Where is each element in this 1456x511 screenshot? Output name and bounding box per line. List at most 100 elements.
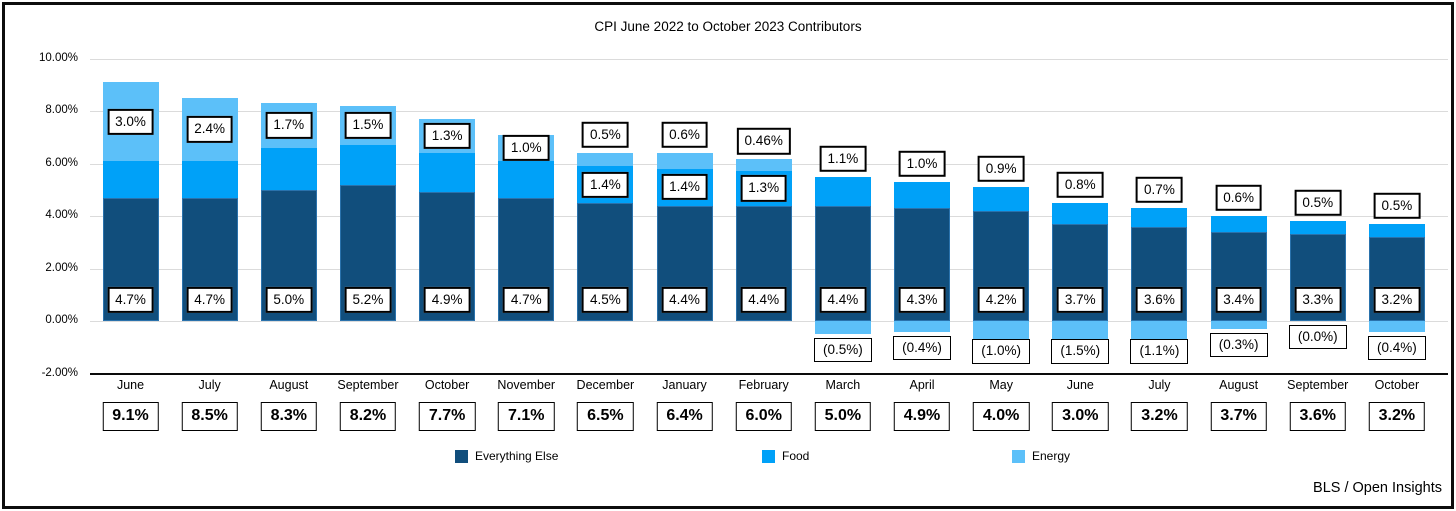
total-label: 3.6% — [1289, 402, 1346, 431]
legend-label-energy: Energy — [1032, 449, 1071, 463]
value-label-energy: 1.0% — [502, 134, 550, 161]
y-tick-label: 0.00% — [45, 314, 78, 326]
value-label-everything-else: 4.7% — [502, 286, 550, 313]
legend-item-energy: Energy — [1012, 449, 1070, 463]
bar-segment-energy — [735, 159, 792, 172]
value-label-energy-negative: (0.5%) — [813, 338, 872, 363]
y-tick-label: 4.00% — [45, 209, 78, 221]
value-label-food: 0.5% — [1294, 190, 1342, 217]
total-label: 3.2% — [1368, 402, 1426, 431]
value-label-energy-negative: (1.1%) — [1130, 339, 1189, 364]
legend-swatch-food — [762, 449, 775, 463]
bar-segment-food — [419, 153, 476, 193]
month-label: August — [269, 378, 309, 392]
bar-segment-food — [814, 176, 871, 206]
bar-segment-energy — [656, 153, 713, 169]
x-axis-line — [90, 372, 1448, 375]
y-tick-label: 8.00% — [45, 104, 78, 116]
value-label-food: 0.6% — [1215, 184, 1262, 211]
total-label: 5.0% — [814, 402, 872, 431]
value-label-energy: 1.5% — [344, 112, 392, 139]
bar-segment-food — [1368, 223, 1425, 237]
bar-segment-food — [1131, 208, 1188, 227]
value-label-food: 0.5% — [1373, 192, 1421, 219]
value-label-energy: 1.3% — [423, 122, 471, 150]
value-label-everything-else: 4.5% — [582, 286, 629, 313]
month-label: August — [1219, 378, 1259, 392]
bar-segment-energy-negative — [1368, 321, 1425, 332]
total-label: 3.0% — [1052, 402, 1109, 431]
month-label: April — [909, 378, 935, 392]
month-label: June — [116, 378, 145, 392]
value-label-everything-else: 4.3% — [898, 286, 946, 313]
bar-segment-food — [1210, 216, 1267, 232]
value-label-energy: 2.4% — [186, 116, 234, 143]
bar-segment-energy — [577, 153, 634, 167]
value-label-food: 1.0% — [898, 150, 946, 177]
total-label: 8.5% — [181, 402, 238, 431]
total-label: 7.1% — [498, 402, 555, 431]
legend-label-everything-else: Everything Else — [475, 449, 559, 463]
month-label: February — [738, 378, 789, 392]
gridline — [90, 58, 1448, 60]
value-label-everything-else: 4.4% — [661, 286, 708, 313]
value-label-energy: 0.46% — [736, 128, 791, 155]
bar-segment-food — [894, 181, 950, 209]
gridline — [90, 321, 1448, 322]
month-label: July — [1148, 378, 1171, 392]
legend-item-everything-else: Everything Else — [455, 449, 558, 463]
month-label: September — [337, 378, 399, 392]
value-label-food: 0.8% — [1056, 171, 1104, 198]
bar-segment-food — [339, 145, 396, 185]
legend-label-food: Food — [782, 449, 810, 463]
month-label: March — [825, 378, 861, 392]
month-label: October — [1374, 378, 1420, 392]
month-label: June — [1066, 378, 1094, 392]
value-label-energy: 0.5% — [582, 121, 629, 148]
total-label: 6.5% — [577, 402, 634, 431]
bar-segment-energy-negative — [814, 321, 871, 335]
y-tick-label: -2.00% — [41, 366, 78, 379]
value-label-everything-else: 3.4% — [1215, 286, 1262, 313]
value-label-everything-else: 4.7% — [186, 286, 234, 313]
total-label: 6.0% — [735, 402, 792, 431]
value-label-everything-else: 5.0% — [265, 286, 313, 313]
gridline — [90, 111, 1448, 112]
legend-item-food: Food — [762, 449, 809, 463]
value-label-energy-negative: (0.4%) — [893, 335, 951, 360]
total-label: 4.0% — [972, 402, 1030, 431]
total-label: 6.4% — [656, 402, 713, 431]
value-label-food: 1.4% — [661, 174, 708, 201]
bar-segment-energy-negative — [894, 321, 950, 332]
bar-segment-food — [181, 160, 238, 198]
month-label: May — [989, 378, 1013, 392]
source-attribution: BLS / Open Insights — [1313, 480, 1442, 496]
month-label: July — [198, 378, 221, 392]
value-label-food: 1.1% — [819, 145, 867, 172]
value-label-everything-else: 3.6% — [1136, 286, 1183, 313]
value-label-energy-negative: (0.3%) — [1209, 332, 1268, 358]
total-label: 9.1% — [102, 402, 159, 431]
month-label: December — [576, 378, 635, 392]
legend-swatch-everything-else — [455, 449, 468, 463]
value-label-energy-negative: (0.0%) — [1288, 325, 1347, 350]
total-label: 8.3% — [260, 402, 318, 431]
bar-segment-food — [973, 187, 1030, 211]
bar-segment-food — [498, 160, 555, 198]
value-label-energy: 0.6% — [661, 121, 708, 148]
total-label: 4.9% — [893, 402, 951, 431]
value-label-everything-else: 3.2% — [1373, 286, 1421, 313]
total-label: 7.7% — [418, 402, 476, 431]
value-label-energy-negative: (1.5%) — [1051, 339, 1110, 364]
total-label: 8.2% — [339, 402, 397, 431]
value-label-energy: 1.7% — [265, 112, 313, 139]
value-label-everything-else: 4.4% — [819, 286, 867, 313]
value-label-energy-negative: (1.0%) — [972, 339, 1031, 364]
value-label-food: 1.4% — [582, 171, 629, 198]
chart-title: CPI June 2022 to October 2023 Contributo… — [594, 19, 862, 34]
month-label: October — [424, 378, 470, 392]
value-label-energy-negative: (0.4%) — [1367, 335, 1426, 360]
total-label: 3.2% — [1131, 402, 1188, 431]
